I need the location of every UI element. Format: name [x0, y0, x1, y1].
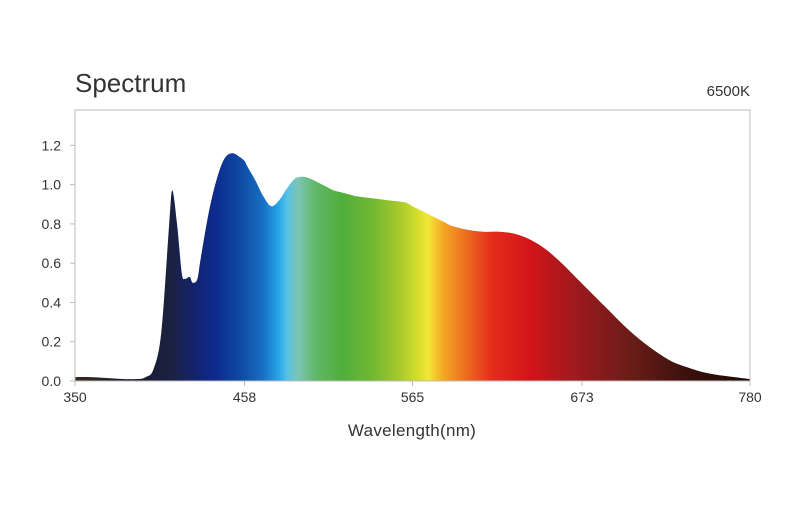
- chart-title: Spectrum: [75, 68, 186, 98]
- y-tick-label: 0.0: [42, 373, 62, 389]
- y-axis: 0.0 0.2 0.4 0.6 0.8 1.0 1.2: [42, 137, 75, 389]
- y-tick-label: 1.2: [42, 137, 62, 153]
- y-tick-label: 0.2: [42, 334, 62, 350]
- x-tick-label: 350: [63, 389, 87, 405]
- y-tick-label: 0.6: [42, 255, 62, 271]
- y-tick-label: 1.0: [42, 177, 62, 193]
- x-tick-label: 780: [738, 389, 762, 405]
- color-temperature-label: 6500K: [707, 83, 750, 100]
- x-tick-label: 458: [233, 389, 257, 405]
- spectrum-area: [75, 153, 750, 381]
- x-tick-label: 565: [401, 389, 425, 405]
- plot-area: [75, 153, 750, 381]
- x-axis: 350 458 565 673 780: [63, 381, 762, 405]
- x-tick-label: 673: [570, 389, 594, 405]
- x-axis-label: Wavelength(nm): [348, 421, 476, 440]
- y-tick-label: 0.4: [42, 294, 62, 310]
- y-tick-label: 0.8: [42, 216, 62, 232]
